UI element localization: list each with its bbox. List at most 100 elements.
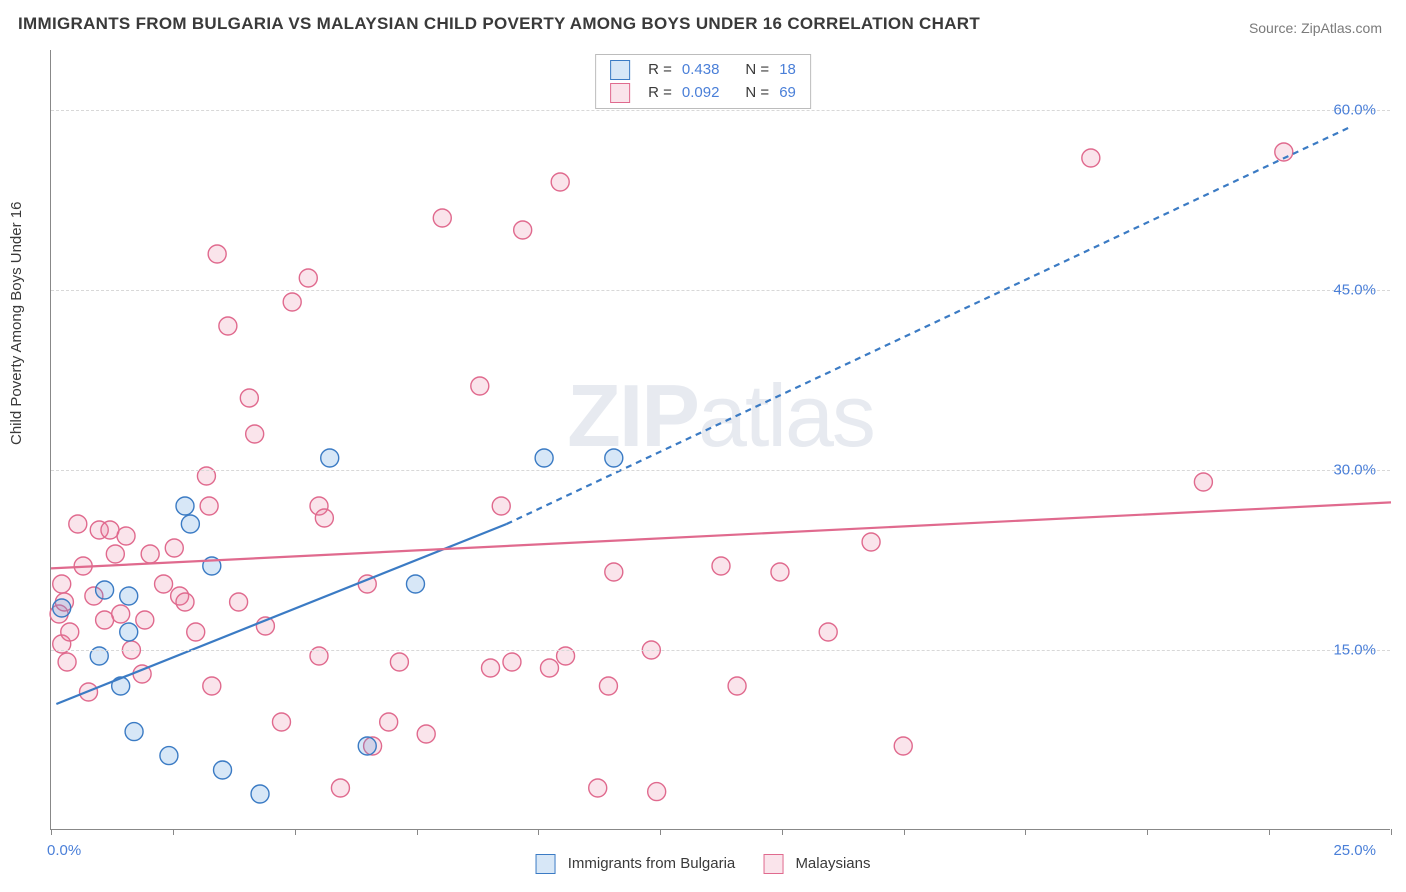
data-point: [1082, 149, 1100, 167]
x-tick: [904, 829, 905, 835]
x-tick: [782, 829, 783, 835]
data-point: [69, 515, 87, 533]
data-point: [160, 747, 178, 765]
legend-swatch-icon: [763, 854, 783, 874]
data-point: [96, 611, 114, 629]
y-tick-label: 15.0%: [1333, 642, 1376, 659]
trend-line-dashed: [507, 128, 1349, 524]
y-tick-label: 30.0%: [1333, 462, 1376, 479]
data-point: [53, 599, 71, 617]
data-point: [200, 497, 218, 515]
y-tick-label: 60.0%: [1333, 102, 1376, 119]
data-point: [551, 173, 569, 191]
plot-svg: [51, 50, 1390, 829]
data-point: [58, 653, 76, 671]
data-point: [417, 725, 435, 743]
data-point: [141, 545, 159, 563]
data-point: [315, 509, 333, 527]
legend-item: Immigrants from Bulgaria: [536, 854, 736, 874]
data-point: [53, 575, 71, 593]
x-tick: [1025, 829, 1026, 835]
legend-row: R = 0.092 N = 69: [610, 82, 796, 105]
x-tick: [660, 829, 661, 835]
gridline: [51, 110, 1390, 111]
x-tick: [173, 829, 174, 835]
x-start-label: 0.0%: [47, 842, 81, 859]
data-point: [299, 269, 317, 287]
data-point: [599, 677, 617, 695]
legend-swatch-icon: [610, 83, 630, 103]
source-label: Source: ZipAtlas.com: [1249, 20, 1382, 36]
data-point: [246, 425, 264, 443]
x-tick: [538, 829, 539, 835]
data-point: [482, 659, 500, 677]
data-point: [230, 593, 248, 611]
data-point: [176, 593, 194, 611]
x-tick: [417, 829, 418, 835]
data-point: [1194, 473, 1212, 491]
data-point: [321, 449, 339, 467]
data-point: [176, 497, 194, 515]
chart-title: IMMIGRANTS FROM BULGARIA VS MALAYSIAN CH…: [18, 14, 980, 34]
data-point: [214, 761, 232, 779]
data-point: [535, 449, 553, 467]
data-point: [120, 587, 138, 605]
data-point: [61, 623, 79, 641]
data-point: [120, 623, 138, 641]
data-point: [712, 557, 730, 575]
data-point: [106, 545, 124, 563]
data-point: [155, 575, 173, 593]
data-point: [894, 737, 912, 755]
data-point: [208, 245, 226, 263]
data-point: [605, 449, 623, 467]
data-point: [358, 737, 376, 755]
legend-swatch-icon: [536, 854, 556, 874]
x-tick: [1269, 829, 1270, 835]
data-point: [503, 653, 521, 671]
x-end-label: 25.0%: [1333, 842, 1376, 859]
x-tick: [51, 829, 52, 835]
data-point: [471, 377, 489, 395]
data-point: [272, 713, 290, 731]
data-point: [203, 677, 221, 695]
y-tick-label: 45.0%: [1333, 282, 1376, 299]
data-point: [728, 677, 746, 695]
data-point: [112, 605, 130, 623]
data-point: [492, 497, 510, 515]
data-point: [390, 653, 408, 671]
data-point: [165, 539, 183, 557]
data-point: [514, 221, 532, 239]
data-point: [862, 533, 880, 551]
data-point: [283, 293, 301, 311]
x-tick: [295, 829, 296, 835]
data-point: [96, 581, 114, 599]
data-point: [433, 209, 451, 227]
bottom-legend: Immigrants from Bulgaria Malaysians: [536, 854, 871, 874]
data-point: [240, 389, 258, 407]
gridline: [51, 290, 1390, 291]
correlation-legend: R = 0.438 N = 18 R = 0.092 N = 69: [595, 54, 811, 109]
x-tick: [1391, 829, 1392, 835]
data-point: [125, 723, 143, 741]
data-point: [251, 785, 269, 803]
data-point: [589, 779, 607, 797]
data-point: [648, 783, 666, 801]
data-point: [101, 521, 119, 539]
data-point: [117, 527, 135, 545]
data-point: [540, 659, 558, 677]
data-point: [331, 779, 349, 797]
data-point: [819, 623, 837, 641]
legend-swatch-icon: [610, 60, 630, 80]
data-point: [771, 563, 789, 581]
data-point: [605, 563, 623, 581]
data-point: [136, 611, 154, 629]
data-point: [219, 317, 237, 335]
legend-item: Malaysians: [763, 854, 870, 874]
data-point: [380, 713, 398, 731]
data-point: [181, 515, 199, 533]
gridline: [51, 650, 1390, 651]
data-point: [187, 623, 205, 641]
x-tick: [1147, 829, 1148, 835]
data-point: [406, 575, 424, 593]
legend-row: R = 0.438 N = 18: [610, 59, 796, 82]
